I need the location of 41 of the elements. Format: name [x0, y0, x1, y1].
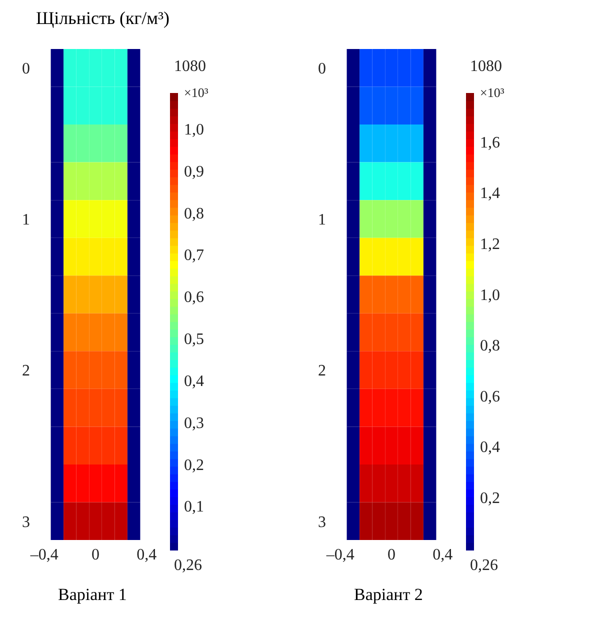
y-tick-label: 2	[22, 362, 30, 380]
color-bar-label: 0,3	[184, 414, 204, 432]
color-bar-label: 0,2	[480, 490, 500, 507]
color-bar-label: 0,4	[480, 439, 500, 456]
color-bar-label: 1,0	[480, 286, 500, 304]
color-bar-label: 0,2	[184, 456, 204, 474]
color-bar-label: 0,7	[184, 247, 204, 264]
x-tick-label: 0,4	[432, 546, 453, 564]
y-tick-label: 3	[22, 514, 30, 531]
color-bar-label: 1,2	[480, 236, 500, 254]
x-tick-label: 0,4	[136, 546, 157, 564]
text: 0,26	[174, 557, 202, 574]
color-bar-title: ×10³	[480, 85, 504, 100]
color-bar-label: 0,5	[184, 331, 204, 348]
x-axis-title: Варіант 2	[353, 585, 424, 605]
chart-title: Щільність (кг/м³)	[36, 8, 170, 28]
y-tick-label: 0	[22, 60, 30, 78]
y-tick-label: 1	[22, 212, 30, 229]
text: 0,26	[470, 557, 498, 574]
x-tick-label: 0	[92, 546, 100, 564]
x-tick-label: 0	[388, 546, 396, 564]
x-tick-label: –0,4	[325, 546, 354, 564]
y-tick-label: 0	[318, 60, 326, 78]
color-bar-label: 0,6	[480, 388, 500, 406]
color-bar-label: 0,4	[184, 372, 204, 390]
color-bar-label: 1,6	[480, 134, 500, 152]
y-tick-label: 1	[318, 212, 326, 229]
color-bar-label: 0,8	[184, 205, 204, 222]
text: 1080	[470, 58, 502, 75]
x-axis-title: Варіант 1	[57, 585, 128, 605]
color-bar-label: 1,4	[480, 185, 500, 202]
y-tick-label: 3	[318, 514, 326, 531]
color-bar-label: 1,0	[184, 121, 204, 138]
color-bar-label: 0,9	[184, 163, 204, 180]
color-bar-label: 0,1	[184, 498, 204, 516]
color-bar-label: 0,6	[184, 289, 204, 306]
y-tick-label: 2	[318, 362, 326, 380]
color-bar-label: 0,8	[480, 338, 500, 355]
color-bar-title: ×10³	[184, 85, 208, 100]
x-tick-label: –0,4	[29, 546, 58, 564]
text: 1080	[174, 58, 206, 75]
